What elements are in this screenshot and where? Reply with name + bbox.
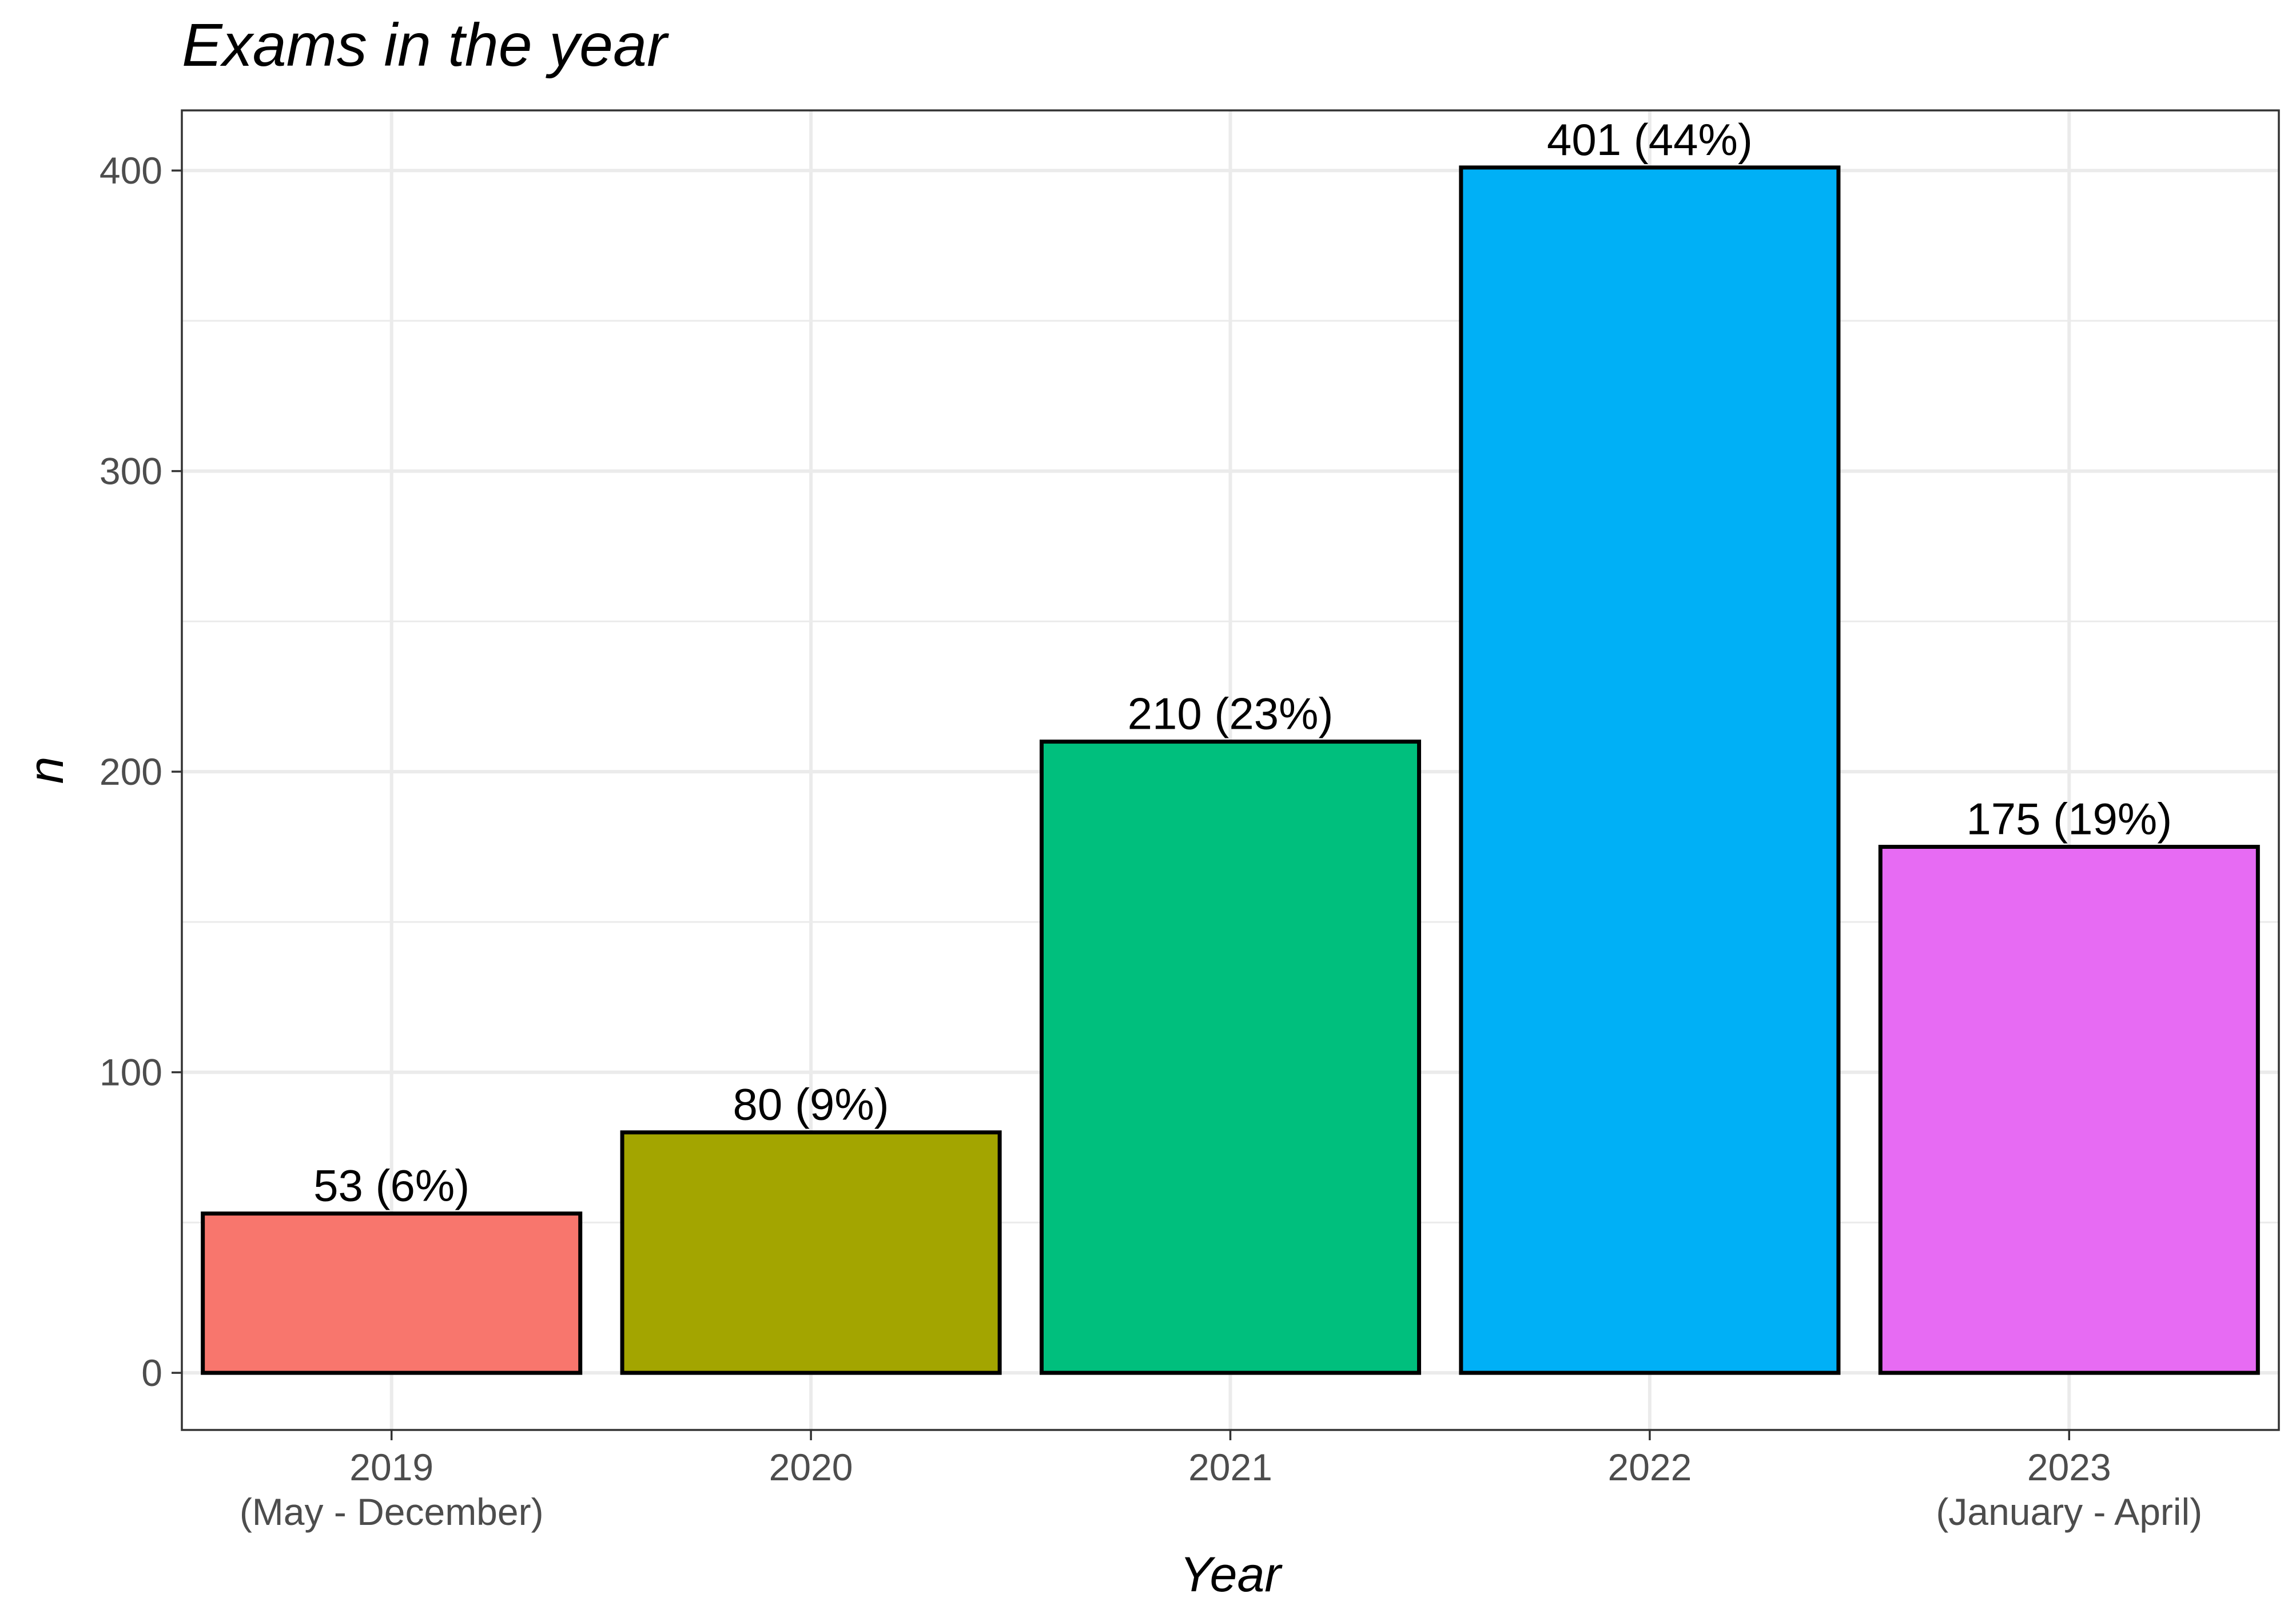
y-tick-label: 400 [100,149,162,192]
y-axis-title: n [19,757,74,784]
x-tick-label-line: (January - April) [1936,1491,2202,1533]
x-tick-label: 2023 (January - April) [1936,1446,2202,1533]
y-tick-label: 300 [100,450,162,492]
y-tick-label: 200 [100,750,162,793]
data-label-4: 175 (19%) [1966,794,2172,844]
data-labels: 53 (6%) 80 (9%) 210 (23%) 401 (44%) 175 (19%… [313,114,2172,1211]
data-label-2: 210 (23%) [1128,689,1334,739]
x-tick-label-line: 2019 [349,1446,433,1488]
bar-1 [620,1130,1002,1375]
bars [201,165,2260,1375]
x-tick-label-line: 2020 [769,1446,853,1488]
bar-0 [201,1211,583,1375]
y-tick-label: 0 [141,1352,162,1394]
x-tick-label-line: 2022 [1607,1446,1692,1488]
data-label-0: 53 (6%) [313,1161,469,1211]
x-tick-label: 2019 (May - December) [240,1446,544,1533]
x-tick-label: 2021 [1188,1446,1272,1488]
bar-4 [1878,845,2260,1375]
x-tick-label-line: (May - December) [240,1491,544,1533]
data-label-1: 80 (9%) [733,1079,889,1130]
chart-title: Exams in the year [182,11,669,79]
data-label-3: 401 (44%) [1547,114,1753,165]
x-tick-label: 2022 [1607,1446,1692,1488]
x-tick-label-line: 2023 [2027,1446,2111,1488]
x-tick-label-line: 2021 [1188,1446,1272,1488]
bar-2 [1039,740,1422,1375]
axes: 0 100 200 300 400 2019 (May - December) 2020 202… [100,149,2202,1533]
bar-3 [1459,165,1841,1375]
x-tick-label: 2020 [769,1446,853,1488]
y-tick-label: 100 [100,1051,162,1094]
x-axis-title: Year [1180,1547,1283,1602]
